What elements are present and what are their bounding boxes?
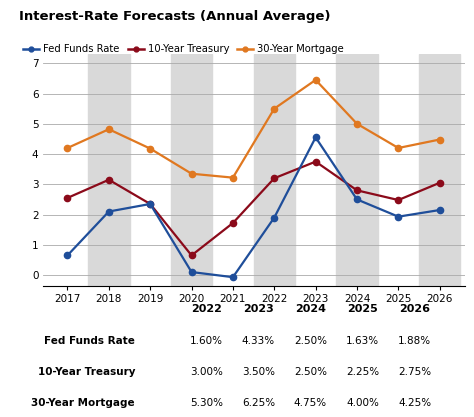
Text: 2.25%: 2.25% (346, 367, 379, 377)
Text: 4.00%: 4.00% (346, 398, 379, 408)
Text: 2.75%: 2.75% (398, 367, 431, 377)
Text: 3.00%: 3.00% (190, 367, 223, 377)
Text: 5.30%: 5.30% (190, 398, 223, 408)
Bar (419, 54, 460, 286)
Text: 1.63%: 1.63% (346, 336, 379, 346)
Text: 3.50%: 3.50% (242, 367, 275, 377)
Legend: Fed Funds Rate, 10-Year Treasury, 30-Year Mortgage: Fed Funds Rate, 10-Year Treasury, 30-Yea… (19, 40, 348, 58)
Text: 2.50%: 2.50% (294, 336, 327, 346)
Bar (254, 54, 295, 286)
Text: 1.60%: 1.60% (190, 336, 223, 346)
Text: 2025: 2025 (347, 304, 378, 314)
Bar (88, 54, 129, 286)
Bar (337, 54, 378, 286)
Text: 6.25%: 6.25% (242, 398, 275, 408)
Text: Interest-Rate Forecasts (Annual Average): Interest-Rate Forecasts (Annual Average) (19, 10, 330, 23)
Text: Fed Funds Rate: Fed Funds Rate (44, 336, 135, 346)
Text: 4.33%: 4.33% (242, 336, 275, 346)
Text: 10-Year Treasury: 10-Year Treasury (37, 367, 135, 377)
Text: 4.75%: 4.75% (294, 398, 327, 408)
Text: 30-Year Mortgage: 30-Year Mortgage (31, 398, 135, 408)
Text: 2024: 2024 (295, 304, 326, 314)
Text: 2022: 2022 (191, 304, 222, 314)
Text: 2023: 2023 (243, 304, 273, 314)
Text: 2026: 2026 (399, 304, 430, 314)
Bar (171, 54, 212, 286)
Text: 4.25%: 4.25% (398, 398, 431, 408)
Text: 2.50%: 2.50% (294, 367, 327, 377)
Text: 1.88%: 1.88% (398, 336, 431, 346)
